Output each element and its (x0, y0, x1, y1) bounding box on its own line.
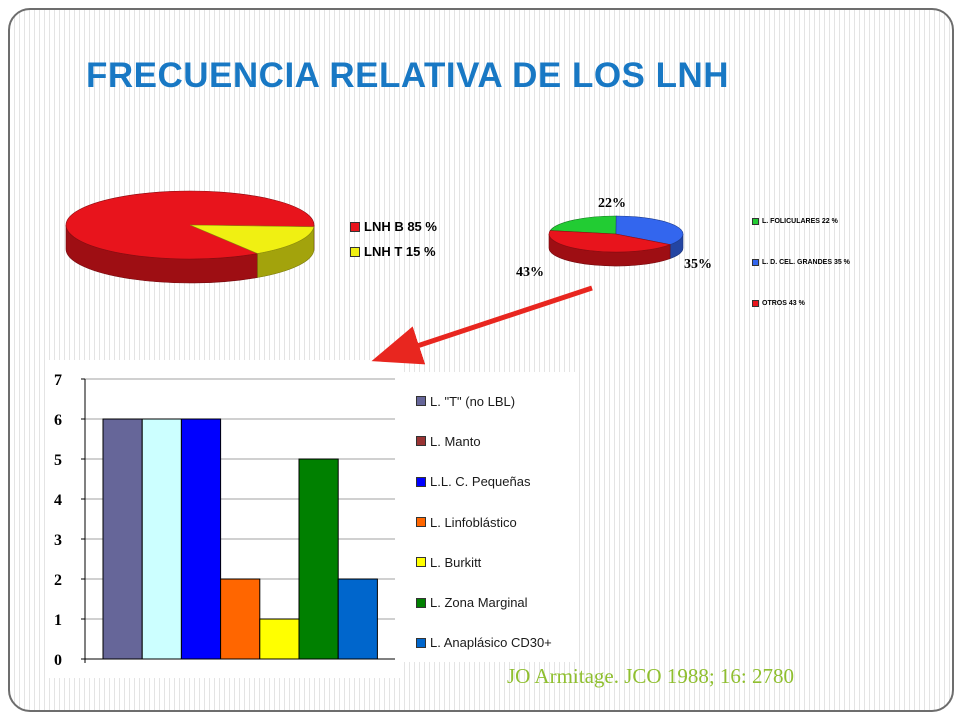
legend-label: L. "T" (no LBL) (430, 393, 516, 409)
y-tick-label: 4 (54, 492, 62, 509)
pie-slice-1 (615, 215, 684, 245)
bar-6 (337, 578, 378, 660)
citation: JO Armitage. JCO 1988; 16: 2780 (507, 664, 794, 688)
legend-swatch (752, 218, 759, 225)
bar-3 (220, 578, 261, 660)
pie-slice-1 (189, 224, 315, 254)
legend-label: L.L. C. Pequeñas (430, 474, 531, 490)
legend-swatch (416, 436, 426, 447)
legend-item-grandes: L. D. CEL. GRANDES 35 % (752, 242, 850, 283)
legend-swatch (416, 396, 426, 407)
pie-slice-2 (548, 230, 672, 253)
legend-item-lnh-b: LNH B 85 % (350, 214, 437, 239)
bar-2 (180, 418, 222, 660)
y-tick-label: 5 (54, 452, 62, 469)
pie2-data-label-otros: 43% (516, 265, 544, 280)
pointer-arrow (371, 285, 593, 365)
legend-swatch (416, 517, 426, 528)
legend-item-foliculares: L. FOLICULARES 22 % (752, 201, 850, 242)
pie2-legend: L. FOLICULARES 22 % L. D. CEL. GRANDES 3… (752, 201, 850, 324)
legend-swatch (752, 300, 759, 307)
legend-label: L. Zona Marginal (430, 595, 528, 611)
legend-item-t-no-lbl: L. "T" (no LBL) (416, 381, 552, 421)
legend-item-lnh-t: LNH T 15 % (350, 239, 437, 264)
pie-chart-lnh-b-t (65, 190, 315, 284)
legend-item-otros: OTROS 43 % (752, 283, 850, 324)
legend-label: L. Anaplásico CD30+ (430, 635, 552, 651)
page-title: FRECUENCIA RELATIVA DE LOS LNH (86, 56, 730, 95)
legend-swatch (350, 246, 360, 257)
bar-5 (298, 458, 339, 660)
legend-label: L. Burkitt (430, 554, 482, 570)
legend-item-zona-marginal: L. Zona Marginal (416, 582, 552, 622)
legend-label: L. Manto (430, 433, 481, 449)
legend-swatch (752, 259, 759, 266)
legend-label: LNH B 85 % (364, 219, 437, 234)
bar-chart-lnh-subtypes: 0 1 2 3 4 5 6 7 (54, 372, 395, 669)
legend-label: L. FOLICULARES 22 % (762, 218, 838, 225)
legend-label: OTROS 43 % (762, 300, 805, 307)
y-tick-label: 1 (54, 612, 62, 629)
legend-item-anaplasico: L. Anaplásico CD30+ (416, 623, 552, 663)
legend-item-pequenas: L.L. C. Pequeñas (416, 462, 552, 502)
legend-label: L. Linfoblástico (430, 514, 517, 530)
y-tick-label: 7 (54, 372, 62, 389)
legend-swatch (416, 637, 426, 648)
legend-swatch (416, 476, 426, 487)
legend-label: L. D. CEL. GRANDES 35 % (762, 259, 850, 266)
legend-item-manto: L. Manto (416, 421, 552, 461)
bar-1 (141, 418, 182, 660)
bar-legend: L. "T" (no LBL) L. Manto L.L. C. Pequeña… (416, 381, 552, 663)
y-tick-label: 2 (54, 572, 62, 589)
pie1-legend: LNH B 85 % LNH T 15 % (350, 214, 437, 264)
y-tick-label: 3 (54, 532, 62, 549)
pie-chart-lnh-b-subtypes (548, 215, 684, 267)
bar-4 (259, 618, 300, 660)
bar-legend-panel (400, 372, 575, 662)
bar-0 (102, 418, 143, 660)
legend-swatch (416, 597, 426, 608)
y-tick-label: 0 (54, 652, 62, 669)
legend-item-burkitt: L. Burkitt (416, 542, 552, 582)
legend-label: LNH T 15 % (364, 244, 436, 259)
legend-item-linfoblastico: L. Linfoblástico (416, 502, 552, 542)
y-tick-label: 6 (54, 412, 62, 429)
pie2-data-label-folicular: 22% (598, 196, 626, 211)
legend-swatch (416, 557, 426, 568)
pie2-data-label-grandes: 35% (684, 257, 712, 272)
legend-swatch (350, 221, 360, 232)
pie-slice-0 (549, 215, 617, 235)
